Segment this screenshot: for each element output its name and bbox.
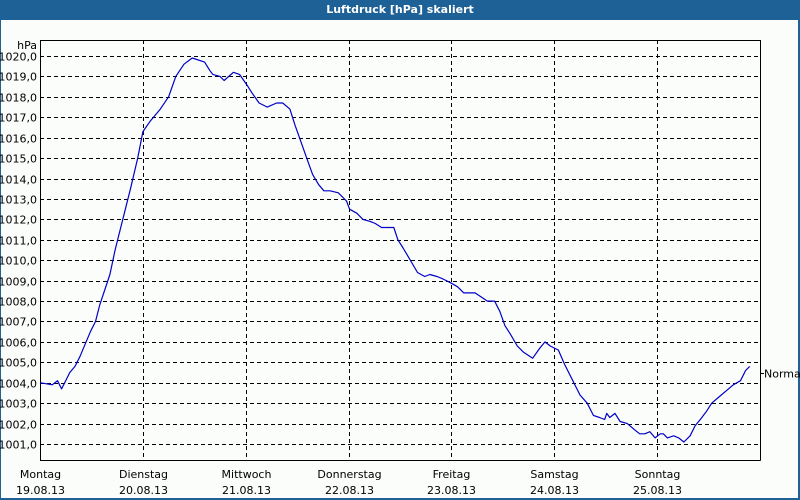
y-axis-unit-label: hPa [17, 39, 37, 52]
pressure-series-line [39, 57, 751, 443]
x-tick-day-label: Donnerstag [317, 468, 381, 481]
y-tick-label: 1005,0 [0, 357, 37, 370]
y-tick-label: 1002,0 [0, 419, 37, 432]
x-tick-date-label: 19.08.13 [16, 484, 65, 497]
y-tick-label: 1015,0 [0, 153, 37, 166]
x-tick-date-label: 23.08.13 [427, 484, 476, 497]
y-tick-label: 1011,0 [0, 235, 37, 248]
y-tick-label: 1001,0 [0, 439, 37, 452]
x-tick-date-label: 22.08.13 [325, 484, 374, 497]
x-tick-date-label: 21.08.13 [222, 484, 271, 497]
y-tick-label: 1010,0 [0, 255, 37, 268]
x-tick-day-label: Freitag [433, 468, 471, 481]
y-tick-label: 1004,0 [0, 378, 37, 391]
y-tick-label: 1007,0 [0, 316, 37, 329]
y-tick-label: 1017,0 [0, 112, 37, 125]
x-tick-date-label: 24.08.13 [530, 484, 579, 497]
y-tick-label: 1012,0 [0, 214, 37, 227]
normal-reference-label: Normal [764, 368, 800, 381]
y-tick-label: 1013,0 [0, 194, 37, 207]
x-tick-day-label: Mittwoch [222, 468, 272, 481]
x-tick-date-label: 25.08.13 [633, 484, 682, 497]
y-tick-label: 1006,0 [0, 337, 37, 350]
y-tick-label: 1014,0 [0, 174, 37, 187]
chart-canvas [1, 20, 798, 498]
x-tick-day-label: Montag [20, 468, 61, 481]
x-tick-day-label: Samstag [530, 468, 578, 481]
y-tick-label: 1003,0 [0, 398, 37, 411]
x-tick-date-label: 20.08.13 [119, 484, 168, 497]
y-tick-label: 1019,0 [0, 71, 37, 84]
y-tick-label: 1018,0 [0, 92, 37, 105]
y-tick-label: 1020,0 [0, 51, 37, 64]
y-tick-label: 1008,0 [0, 296, 37, 309]
x-tick-day-label: Dienstag [119, 468, 168, 481]
y-tick-label: 1016,0 [0, 133, 37, 146]
x-tick-day-label: Sonntag [635, 468, 681, 481]
y-tick-label: 1009,0 [0, 276, 37, 289]
window-title: Luftdruck [hPa] skaliert [0, 0, 800, 20]
